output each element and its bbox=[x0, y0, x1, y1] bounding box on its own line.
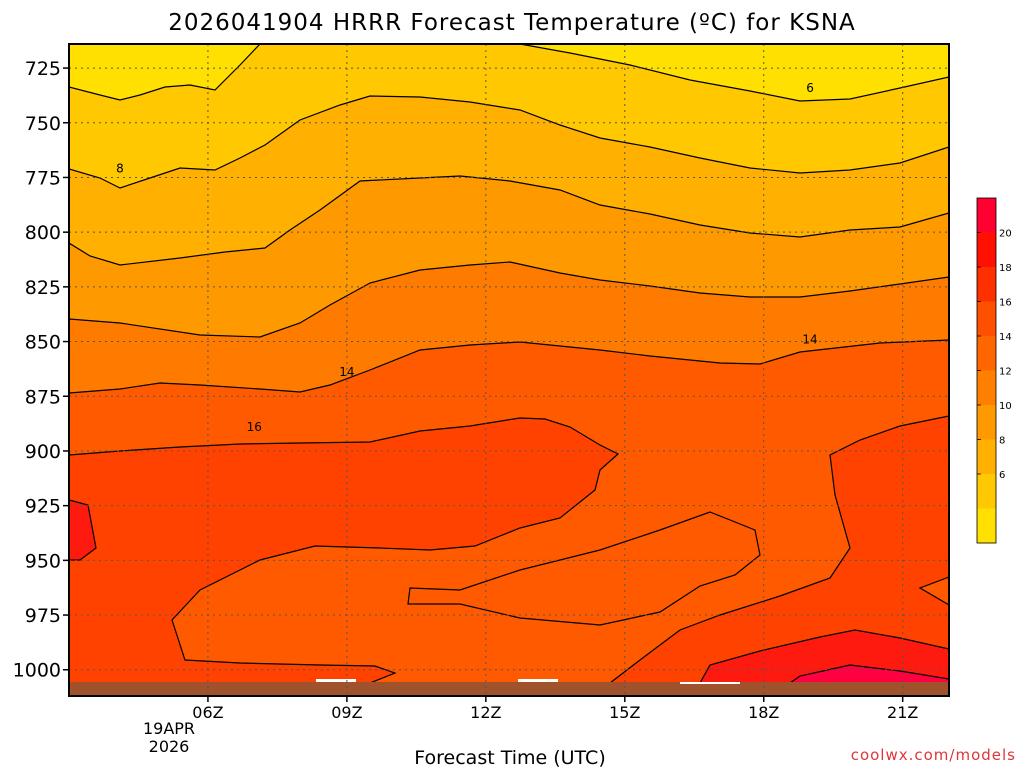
colorbar-swatch bbox=[977, 232, 996, 268]
x-tick-label: 21Z bbox=[887, 703, 918, 722]
chart-title: 2026041904 HRRR Forecast Temperature (ºC… bbox=[168, 10, 856, 36]
colorbar-label: 20 bbox=[999, 229, 1012, 240]
y-axis: 725 750 775 800 825 850 875 900 925 950 975 1000 bbox=[13, 58, 69, 682]
contour-label: 8 bbox=[116, 162, 124, 176]
colorbar-swatch bbox=[977, 405, 996, 440]
band-t16-edge bbox=[920, 577, 949, 605]
contour-line-12 bbox=[69, 261, 949, 338]
band-t16-pocket bbox=[408, 512, 760, 625]
colorbar-swatch bbox=[977, 336, 996, 371]
y-tick-label: 775 bbox=[25, 167, 61, 189]
contour-line-10 bbox=[69, 175, 949, 266]
x-tick-label: 15Z bbox=[609, 703, 640, 722]
contour-label: 14 bbox=[802, 332, 817, 346]
y-tick-label: 800 bbox=[25, 222, 61, 244]
ground-gap bbox=[518, 679, 558, 682]
colorbar-swatch bbox=[977, 301, 996, 337]
contour-label: 6 bbox=[806, 81, 814, 95]
y-tick-label: 925 bbox=[25, 496, 61, 518]
contour-line-16-edge bbox=[918, 576, 949, 606]
y-tick-label: 825 bbox=[25, 277, 61, 299]
y-tick-label: 750 bbox=[25, 113, 61, 135]
ground-layer bbox=[69, 682, 949, 696]
colorbar-swatch bbox=[977, 370, 996, 406]
colorbar-label: 8 bbox=[999, 436, 1005, 447]
colorbar-label: 14 bbox=[999, 332, 1012, 343]
contour-line-20 bbox=[789, 664, 949, 684]
y-tick-label: 875 bbox=[25, 386, 61, 408]
band-t18 bbox=[69, 418, 618, 683]
credit-text: coolwx.com/models bbox=[851, 746, 1016, 764]
x-axis: 06Z 09Z 12Z 15Z 18Z 21Z bbox=[192, 696, 918, 722]
colorbar-label: 6 bbox=[999, 470, 1005, 481]
contour-line-18 bbox=[699, 629, 949, 684]
x-tick-label: 18Z bbox=[748, 703, 779, 722]
grid-layer bbox=[69, 44, 949, 696]
band-t20-left bbox=[69, 500, 96, 560]
contour-label: 16 bbox=[247, 420, 262, 434]
colorbar-label: 12 bbox=[999, 367, 1012, 378]
contour-lines bbox=[69, 44, 949, 684]
colorbar-swatch bbox=[977, 508, 996, 544]
x-axis-title: Forecast Time (UTC) bbox=[414, 747, 605, 768]
y-tick-label: 950 bbox=[25, 550, 61, 572]
contour-line-14 bbox=[69, 339, 949, 394]
contour-line-6b bbox=[69, 44, 261, 101]
colorbar-swatch bbox=[977, 267, 996, 302]
x-tick-label: 06Z bbox=[192, 703, 223, 722]
colorbar-swatch bbox=[977, 474, 996, 509]
y-tick-label: 900 bbox=[25, 441, 61, 463]
y-tick-label: 975 bbox=[25, 605, 61, 627]
plot-frame bbox=[68, 43, 950, 697]
x-tick-label: 12Z bbox=[470, 703, 501, 722]
ground-gaps bbox=[316, 679, 740, 684]
contour-line-6 bbox=[519, 44, 949, 102]
colorbar-swatch bbox=[977, 439, 996, 475]
contour-label: 14 bbox=[339, 365, 354, 379]
band-t18b bbox=[610, 416, 949, 683]
y-tick-label: 725 bbox=[25, 58, 61, 80]
contour-labels: 6 8 14 14 16 bbox=[116, 81, 818, 434]
x-date-label-day: 19APR bbox=[143, 719, 195, 738]
band-t6b bbox=[69, 44, 260, 100]
contour-line-16 bbox=[69, 417, 620, 684]
y-tick-label: 850 bbox=[25, 332, 61, 354]
contour-line-16-pocket bbox=[407, 511, 761, 626]
x-date-label-year: 2026 bbox=[149, 737, 190, 756]
contour-fill-layer bbox=[69, 44, 949, 696]
x-tick-label: 09Z bbox=[331, 703, 362, 722]
colorbar-label: 18 bbox=[999, 263, 1012, 274]
ground-gap bbox=[316, 679, 356, 682]
colorbar-label: 16 bbox=[999, 298, 1012, 309]
y-tick-label: 1000 bbox=[13, 660, 61, 682]
colorbar-label: 10 bbox=[999, 401, 1012, 412]
colorbar-swatch bbox=[977, 198, 996, 233]
colorbar: 20 18 16 14 12 10 8 6 bbox=[976, 197, 1012, 544]
contour-line-16b bbox=[609, 415, 949, 684]
ground-gap bbox=[680, 682, 740, 684]
contour-line-8 bbox=[69, 95, 949, 189]
